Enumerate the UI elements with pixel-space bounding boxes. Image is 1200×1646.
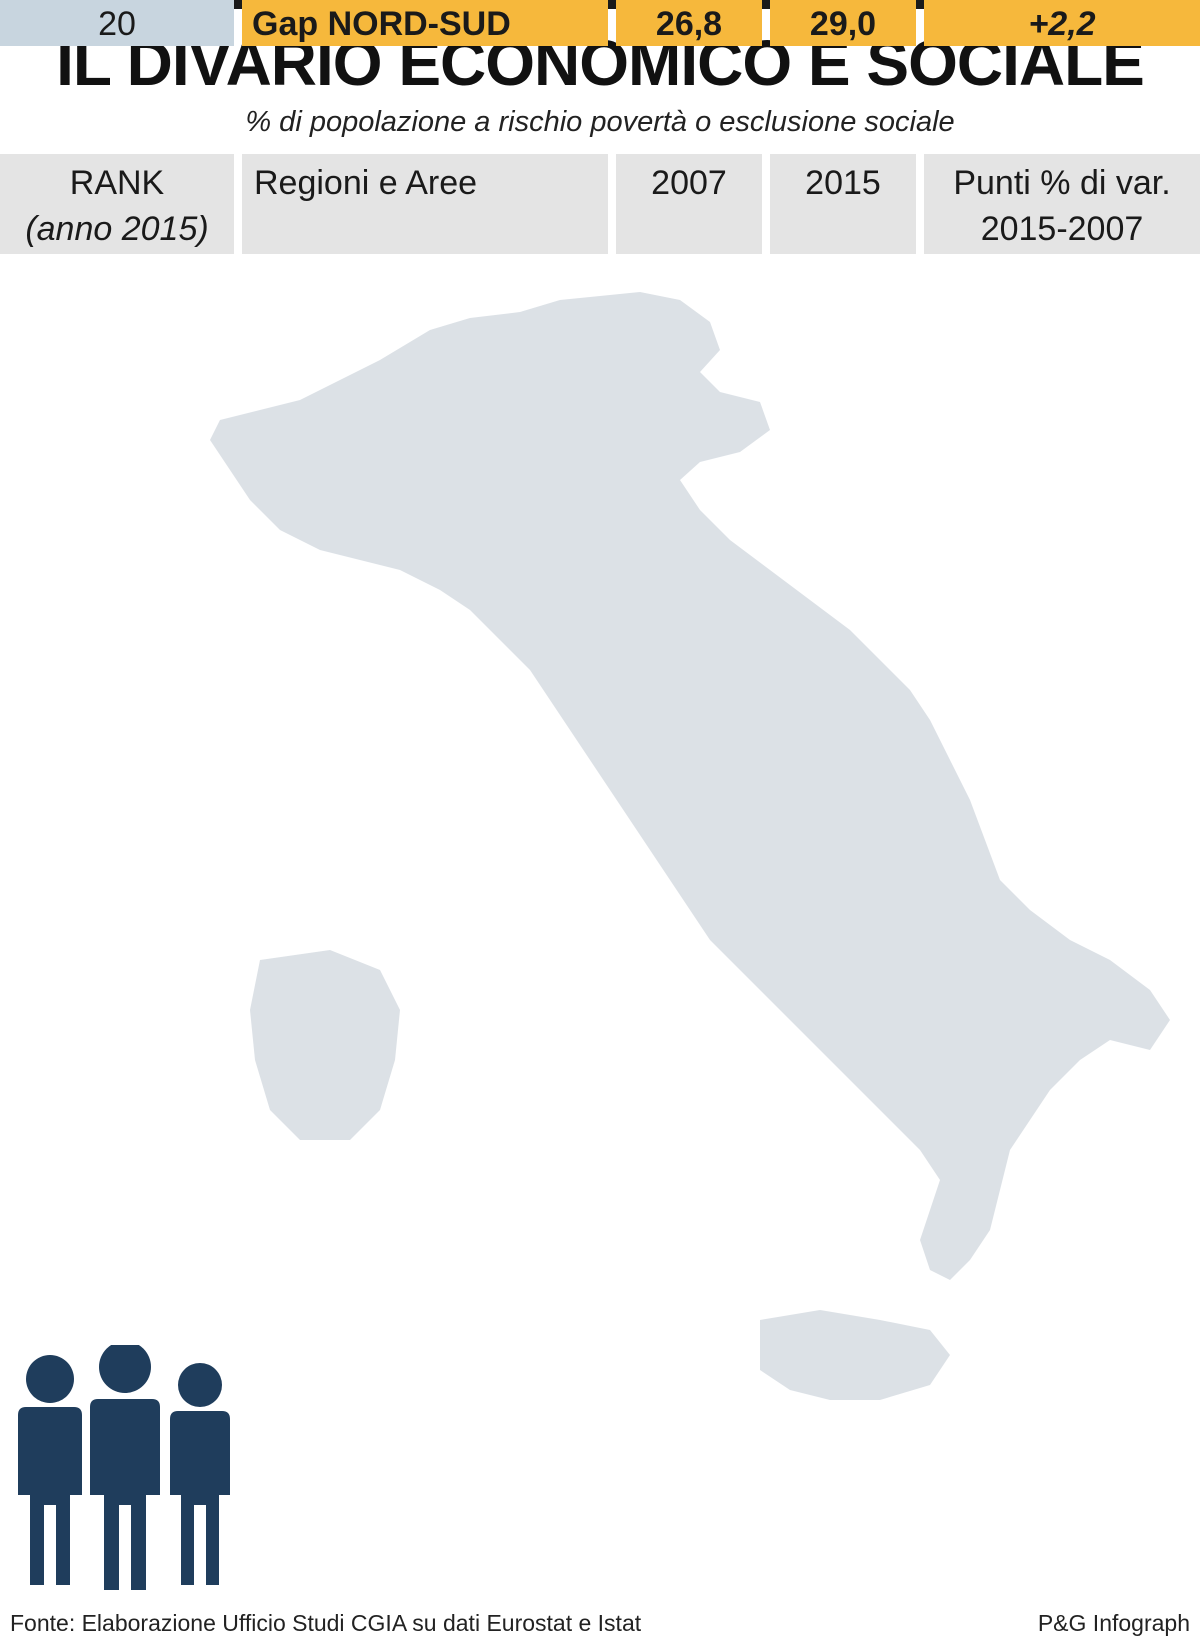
source-note: Fonte: Elaborazione Ufficio Studi CGIA s… [10, 1610, 642, 1636]
table-row [0, 606, 1200, 652]
table-row [0, 1001, 1200, 1047]
table-row [0, 260, 1200, 306]
table-row [0, 1199, 1200, 1245]
value-2015-cell: 29,0 [770, 0, 916, 46]
table-row [0, 1100, 1200, 1146]
table-row [0, 655, 1200, 701]
region-cell: Gap NORD-SUD [242, 0, 608, 46]
header-rank-line1: RANK [69, 164, 165, 202]
table-row [0, 408, 1200, 454]
table-row [0, 507, 1200, 553]
credit-note: P&G Infograph [1037, 1610, 1190, 1636]
table-row [0, 1149, 1200, 1195]
header-2015-label: 2015 [805, 164, 881, 202]
header-region: Regioni e Aree [242, 154, 608, 254]
header-rank-line2: (anno 2015) [25, 210, 209, 248]
table-row [0, 754, 1200, 800]
table-row [0, 556, 1200, 602]
people-group-icon [18, 1345, 230, 1590]
table-row [0, 1297, 1200, 1343]
header-2015: 2015 [770, 154, 916, 254]
value-2007-cell: 26,8 [616, 0, 762, 46]
table-row [0, 1248, 1200, 1294]
table-row [0, 458, 1200, 504]
header-2007: 2007 [616, 154, 762, 254]
table-row [0, 1050, 1200, 1096]
header-variation-line2: 2015-2007 [980, 210, 1144, 248]
table-row [0, 902, 1200, 948]
table-row [0, 803, 1200, 849]
header-region-label: Regioni e Aree [254, 164, 478, 202]
table-row [0, 853, 1200, 899]
header-2007-label: 2007 [651, 164, 727, 202]
table-row [0, 952, 1200, 998]
table-row [0, 359, 1200, 405]
table-row [0, 309, 1200, 355]
header-rank: RANK (anno 2015) [0, 154, 234, 254]
table-row [0, 705, 1200, 751]
page-subtitle: % di popolazione a rischio povertà o esc… [245, 106, 955, 138]
header-variation: Punti % di var. 2015-2007 [924, 154, 1200, 254]
header-variation-line1: Punti % di var. [953, 164, 1171, 202]
variation-cell: +2,2 [924, 0, 1200, 46]
rank-cell: 20 [0, 0, 234, 46]
